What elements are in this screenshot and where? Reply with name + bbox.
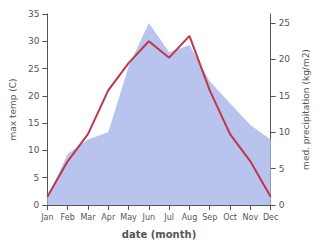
svg-text:max temp (C): max temp (C)	[8, 78, 18, 140]
svg-text:10: 10	[279, 127, 291, 137]
svg-text:Jul: Jul	[163, 213, 174, 222]
svg-text:5: 5	[279, 164, 285, 174]
svg-text:20: 20	[279, 54, 291, 64]
svg-text:Aug: Aug	[182, 213, 198, 222]
svg-text:15: 15	[279, 91, 290, 101]
svg-text:Nov: Nov	[243, 213, 259, 222]
svg-text:35: 35	[28, 9, 39, 19]
svg-text:0: 0	[34, 200, 40, 210]
svg-text:Oct: Oct	[223, 213, 237, 222]
svg-text:Jun: Jun	[142, 213, 156, 222]
svg-text:Jan: Jan	[40, 213, 53, 222]
svg-text:Apr: Apr	[101, 213, 116, 222]
svg-text:Mar: Mar	[80, 213, 96, 222]
svg-text:20: 20	[28, 91, 40, 101]
svg-text:May: May	[120, 213, 137, 222]
svg-text:30: 30	[28, 36, 40, 46]
svg-text:med. precipitation (kg/m2): med. precipitation (kg/m2)	[301, 49, 311, 170]
svg-text:25: 25	[28, 64, 39, 74]
svg-text:10: 10	[28, 145, 40, 155]
svg-text:5: 5	[34, 173, 40, 183]
svg-text:Dec: Dec	[263, 213, 278, 222]
svg-text:0: 0	[279, 200, 285, 210]
svg-text:Sep: Sep	[202, 213, 217, 222]
svg-text:Feb: Feb	[61, 213, 75, 222]
svg-text:15: 15	[28, 118, 39, 128]
svg-text:25: 25	[279, 18, 290, 28]
svg-text:date (month): date (month)	[122, 229, 196, 240]
